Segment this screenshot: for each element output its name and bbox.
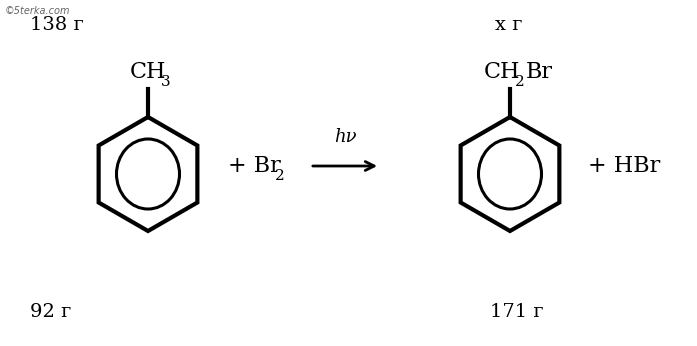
Text: 92 г: 92 г <box>30 303 71 321</box>
Text: x г: x г <box>495 16 523 34</box>
Text: Br: Br <box>526 61 553 83</box>
Text: + HBr: + HBr <box>588 155 660 177</box>
Text: 3: 3 <box>161 75 171 89</box>
Text: 2: 2 <box>515 75 525 89</box>
Text: 171 г: 171 г <box>490 303 544 321</box>
Text: 138 г: 138 г <box>30 16 84 34</box>
Text: 2: 2 <box>275 169 285 183</box>
Text: CH: CH <box>484 61 520 83</box>
Text: + Br: + Br <box>228 155 281 177</box>
Text: hν: hν <box>334 128 356 146</box>
Text: CH: CH <box>130 61 167 83</box>
Text: ©5terka.com: ©5terka.com <box>5 6 70 16</box>
